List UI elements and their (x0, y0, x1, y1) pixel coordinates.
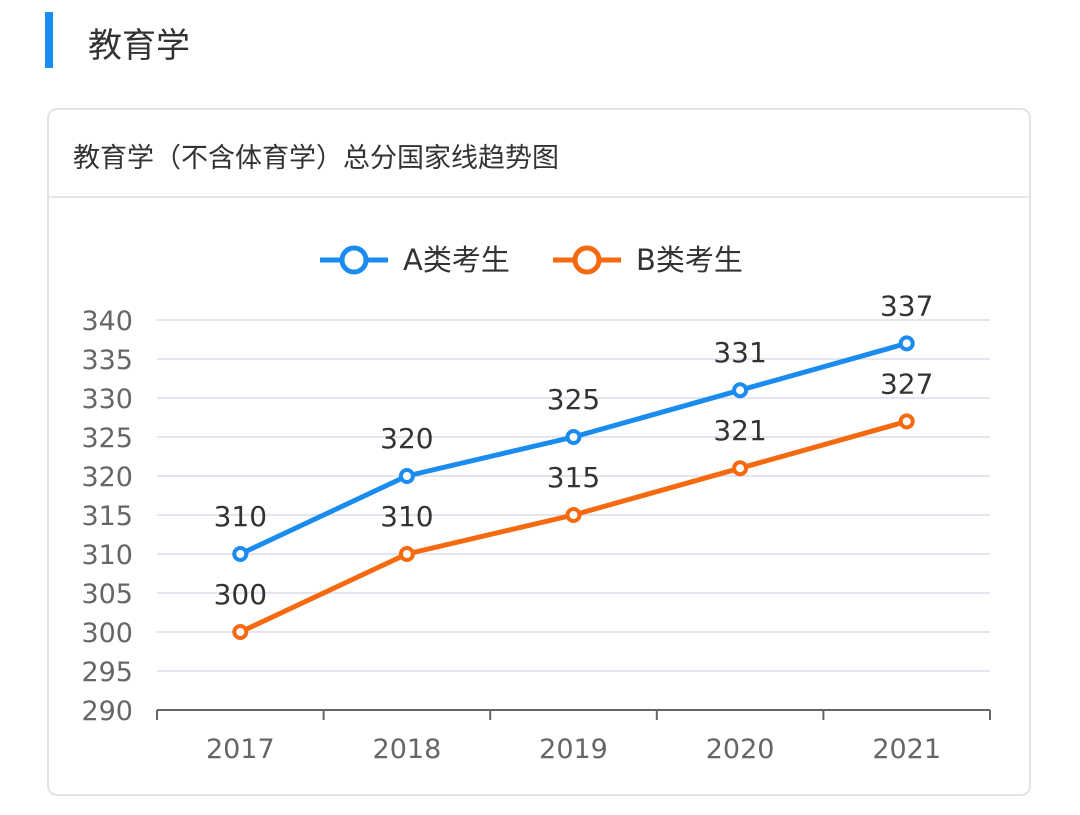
y-tick-label: 290 (81, 696, 133, 727)
y-tick-label: 340 (81, 306, 133, 337)
data-label: 331 (713, 336, 766, 369)
section-accent-bar (45, 12, 53, 68)
data-label: 321 (713, 414, 766, 447)
divider (49, 196, 1029, 198)
y-tick-label: 330 (81, 384, 133, 415)
y-tick-label: 300 (81, 618, 133, 649)
series-line (239, 418, 908, 635)
legend-label: A类考生 (403, 243, 510, 277)
y-tick-label: 335 (81, 345, 133, 376)
chart-title: 教育学（不含体育学）总分国家线趋势图 (73, 143, 559, 174)
y-tick-label: 315 (81, 501, 133, 532)
data-label: 337 (880, 289, 933, 322)
section-title: 教育学 (88, 26, 190, 66)
data-label: 325 (547, 383, 600, 416)
data-label: 310 (380, 500, 433, 533)
y-tick-label: 310 (81, 540, 133, 571)
legend-marker (572, 245, 602, 275)
data-label: 327 (880, 367, 933, 400)
data-point (565, 507, 582, 523)
data-label: 300 (214, 578, 267, 611)
y-tick-label: 320 (81, 462, 133, 493)
chart-card: 教育学（不含体育学）总分国家线趋势图 (47, 108, 1031, 796)
y-tick-label: 305 (81, 579, 133, 610)
x-tick-label: 2019 (539, 734, 608, 765)
legend-marker (339, 245, 369, 275)
data-point (232, 546, 249, 562)
y-tick-label: 325 (81, 423, 133, 454)
data-point (732, 460, 749, 477)
data-point (565, 429, 582, 445)
legend-label: B类考生 (636, 243, 743, 277)
data-label: 320 (380, 422, 433, 455)
data-point (398, 468, 415, 484)
x-tick-label: 2017 (206, 734, 275, 765)
data-point (732, 382, 749, 399)
data-label: 315 (547, 461, 600, 494)
x-tick-label: 2018 (373, 734, 442, 765)
data-point (398, 546, 415, 562)
x-tick-label: 2020 (706, 734, 775, 765)
data-point (232, 624, 249, 640)
x-tick-label: 2021 (872, 734, 941, 765)
data-point (898, 413, 915, 430)
data-point (898, 335, 915, 352)
y-tick-label: 295 (81, 657, 133, 688)
data-label: 310 (214, 500, 267, 533)
